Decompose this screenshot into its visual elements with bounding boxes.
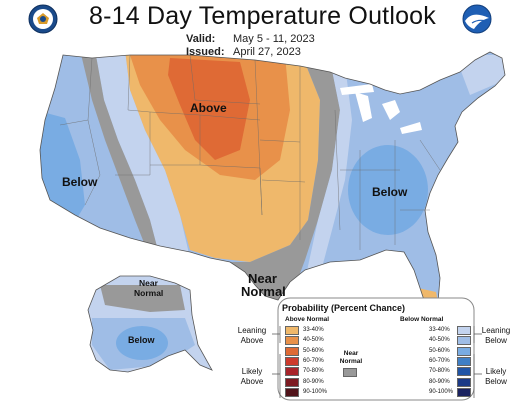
label-below-east: Below (372, 185, 408, 199)
below-bin-swatch (457, 346, 471, 356)
above-bin-swatch (285, 387, 299, 397)
date-info: Valid: May 5 - 11, 2023 Issued: April 27, … (186, 33, 315, 59)
below-bin-label: 50-60% (429, 347, 450, 354)
below-bin-label: 90-100% (429, 388, 454, 395)
above-normal-header: Above Normal (285, 316, 330, 323)
below-bin-swatch (457, 387, 471, 397)
below-bin-swatch (457, 336, 471, 346)
above-bin-label: 50-60% (303, 347, 324, 354)
above-bin-swatch (285, 356, 299, 366)
above-bin-swatch (285, 346, 299, 356)
label-above: Above (190, 101, 227, 115)
label-near-normal-south-1: Near (248, 271, 277, 286)
above-bin-swatch (285, 336, 299, 346)
likely-above-label: Likely Above (240, 367, 264, 386)
commerce-seal-icon (28, 4, 58, 34)
above-bin-label: 70-80% (303, 368, 324, 375)
above-bin-swatch (285, 377, 299, 387)
below-bin-label: 40-50% (429, 337, 450, 344)
above-bin-label: 60-70% (303, 357, 324, 364)
below-bin-label: 80-90% (429, 378, 450, 385)
conus-outline (39, 51, 506, 313)
below-bin-swatch (457, 326, 471, 335)
above-bin-label: 33-40% (303, 327, 324, 333)
below-bin-label: 33-40% (429, 327, 450, 333)
below-bin-label: 60-70% (429, 357, 450, 364)
above-bin-label: 40-50% (303, 337, 324, 344)
below-normal-header: Below Normal (400, 316, 444, 323)
label-below-west: Below (62, 175, 98, 189)
legend-frame (277, 297, 475, 401)
probability-legend: Probability (Percent Chance) Above Norma… (232, 296, 522, 402)
legend-brackets (272, 326, 482, 398)
near-normal-header: Near Normal (339, 350, 363, 365)
above-bin-label: 80-90% (303, 378, 324, 385)
valid-value: May 5 - 11, 2023 (233, 33, 315, 45)
leaning-below-label: Leaning Below (481, 326, 511, 345)
below-bin-swatch (457, 377, 471, 387)
leaning-above-label: Leaning Above (237, 326, 267, 345)
near-normal-swatch (343, 368, 357, 377)
noaa-logo-icon (462, 4, 492, 34)
issued-value: April 27, 2023 (233, 46, 301, 58)
label-alaska-near-1: Near (139, 278, 159, 288)
above-bin-swatch (285, 326, 299, 335)
below-bin-swatch (457, 367, 471, 377)
above-bin-label: 90-100% (303, 388, 328, 395)
label-near-normal-south-2: Normal (241, 284, 286, 299)
legend-title: Probability (Percent Chance) (282, 303, 406, 313)
page-title: 8-14 Day Temperature Outlook (89, 2, 436, 30)
alaska-outline (87, 275, 213, 373)
below-bin-swatch (457, 356, 471, 366)
state-lines (59, 54, 441, 250)
above-bin-swatch (285, 367, 299, 377)
below-bin-label: 70-80% (429, 368, 450, 375)
likely-below-label: Likely Below (485, 367, 507, 386)
label-alaska-below: Below (128, 335, 156, 345)
label-alaska-near-2: Normal (134, 288, 163, 298)
issued-label: Issued: (186, 46, 225, 58)
valid-label: Valid: (186, 33, 216, 45)
